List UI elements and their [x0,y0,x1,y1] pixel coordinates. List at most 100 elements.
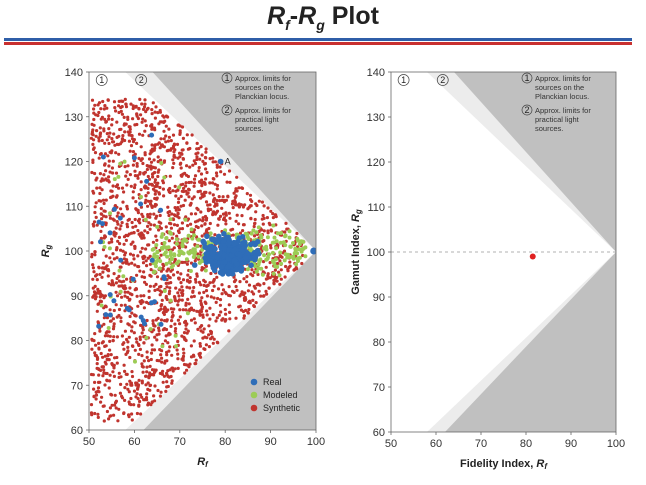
synthetic-point [140,275,144,279]
synthetic-point [115,120,119,124]
real-point [248,262,254,269]
synthetic-point [179,272,183,276]
synthetic-point [127,400,131,404]
plot-area-left [89,72,316,430]
real-point [149,132,155,138]
synthetic-point [113,393,117,397]
modeled-point [139,194,143,199]
synthetic-point [94,134,98,138]
synthetic-point [157,326,161,330]
synthetic-point [133,123,137,127]
synthetic-point [123,386,127,390]
synthetic-point [96,289,100,293]
synthetic-point [146,231,150,235]
synthetic-point [206,283,210,287]
synthetic-point [156,160,160,164]
synthetic-point [139,294,143,298]
synthetic-point [271,212,275,216]
synthetic-point [252,304,256,308]
synthetic-point [282,249,287,253]
synthetic-point [93,151,98,155]
synthetic-point [198,157,202,161]
synthetic-point [226,194,230,198]
limit-marker-label: 1 [401,75,406,85]
synthetic-point [119,382,123,386]
synthetic-point [115,361,119,365]
synthetic-point [92,270,96,274]
synthetic-point [132,331,136,335]
synthetic-point [143,184,147,188]
synthetic-point [215,316,219,320]
synthetic-point [235,213,239,217]
synthetic-point [204,156,208,160]
synthetic-point [176,206,180,210]
synthetic-point [124,238,128,242]
synthetic-point [91,286,95,290]
synthetic-point [207,345,211,349]
synthetic-point [156,316,160,320]
synthetic-point [143,229,147,233]
synthetic-point [133,348,137,352]
synthetic-point [111,317,115,321]
synthetic-point [98,134,102,138]
plot-area-right [391,72,616,432]
synthetic-point [97,341,101,345]
synthetic-point [95,355,99,359]
synthetic-point [109,260,113,264]
synthetic-point [264,289,268,293]
synthetic-point [128,286,132,290]
synthetic-point [140,102,144,106]
synthetic-point [238,231,243,235]
synthetic-point [120,105,124,109]
modeled-point [177,249,182,254]
synthetic-point [163,339,167,343]
synthetic-point [103,354,107,358]
synthetic-point [198,312,202,316]
synthetic-point [136,208,140,212]
synthetic-point [117,279,121,283]
synthetic-point [123,294,127,298]
modeled-point [152,252,157,257]
modeled-point [258,257,263,262]
modeled-point [291,241,295,245]
synthetic-point [193,321,197,325]
synthetic-point [201,181,206,185]
synthetic-point [235,175,239,179]
synthetic-point [120,112,124,116]
synthetic-point [197,169,201,173]
synthetic-point [104,198,108,202]
synthetic-point [218,303,222,307]
real-point [218,264,225,270]
synthetic-point [159,304,163,308]
modeled-point [254,230,259,235]
synthetic-point [169,324,173,328]
annotation-text: sources. [535,124,563,133]
synthetic-point [128,355,132,360]
synthetic-point [208,191,212,195]
synthetic-point [211,212,215,216]
synthetic-point [175,223,179,227]
synthetic-point [91,147,96,151]
synthetic-point [233,199,237,203]
synthetic-point [115,276,119,281]
synthetic-point [144,198,148,202]
modeled-point [174,261,179,266]
annotation-text: Planckian locus. [535,92,589,101]
synthetic-point [93,205,97,209]
synthetic-point [108,379,112,383]
annotation-marker-circle [521,72,533,84]
synthetic-point [164,225,168,229]
synthetic-point [132,257,136,261]
synthetic-point [164,140,168,144]
synthetic-point [130,220,134,225]
synthetic-point [137,156,141,160]
synthetic-point [102,201,106,206]
synthetic-point [159,390,163,394]
synthetic-point [193,220,198,224]
synthetic-point [100,188,104,192]
synthetic-point [153,192,157,196]
synthetic-point [249,198,253,202]
synthetic-point [113,106,117,110]
synthetic-point [142,171,146,175]
